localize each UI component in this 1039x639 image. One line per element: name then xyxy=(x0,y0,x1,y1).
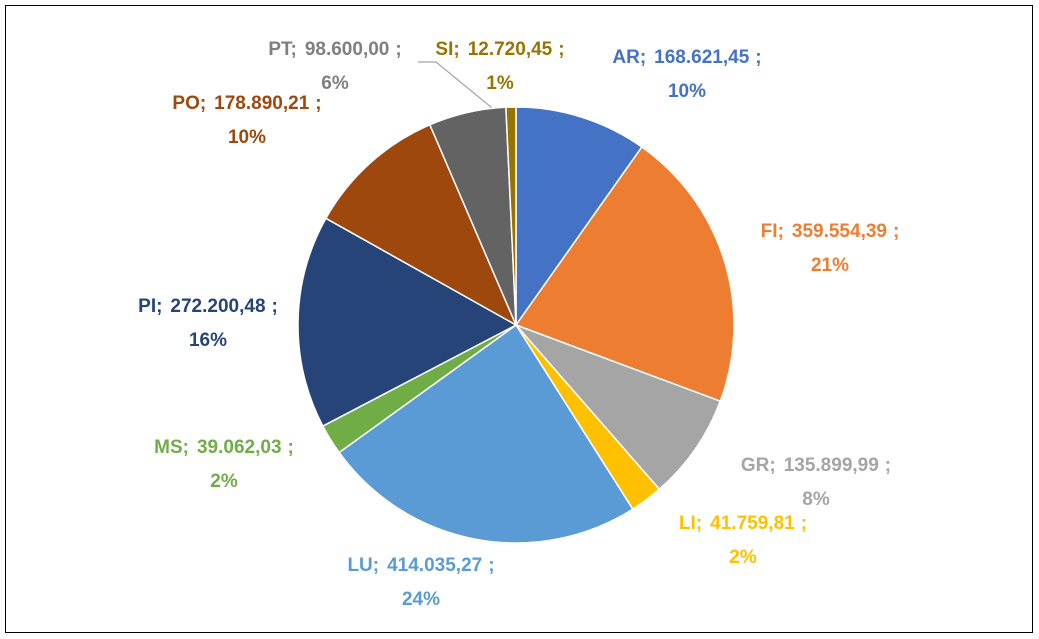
category-name: MS xyxy=(154,437,183,458)
category-name: GR xyxy=(741,455,770,476)
separator: ; xyxy=(288,437,294,458)
pie-slice xyxy=(338,323,634,544)
percent-label: 2% xyxy=(729,547,757,568)
value-label: 168.621,45 xyxy=(654,47,750,68)
separator: ; xyxy=(640,47,646,68)
data-label: FI; 359.554,39; xyxy=(761,221,900,242)
data-label: AR; 168.621,45; xyxy=(612,47,761,68)
percent-label: 10% xyxy=(228,127,266,148)
percent-label: 16% xyxy=(189,330,227,351)
separator: ; xyxy=(453,39,459,60)
separator: ; xyxy=(893,221,899,242)
percent-label: 1% xyxy=(486,73,514,94)
value-label: 41.759,81 xyxy=(710,513,795,534)
pie-slice xyxy=(515,106,643,328)
value-label: 272.200,48 xyxy=(170,296,265,317)
pie-slice xyxy=(297,217,518,428)
value-label: 135.899,99 xyxy=(784,455,879,476)
separator: ; xyxy=(488,555,494,576)
separator: ; xyxy=(778,221,784,242)
separator: ; xyxy=(395,39,401,60)
separator: ; xyxy=(769,455,775,476)
percent-label: 2% xyxy=(210,471,238,492)
percent-label: 24% xyxy=(402,589,440,610)
percent-label: 6% xyxy=(321,73,349,94)
pie-slice xyxy=(505,106,517,326)
category-name: FI xyxy=(761,221,778,242)
data-label: GR; 135.899,99; xyxy=(741,455,891,476)
value-label: 98.600,00 xyxy=(305,39,390,60)
leader-line xyxy=(418,61,498,113)
separator: ; xyxy=(885,455,891,476)
category-name: AR xyxy=(612,47,640,68)
percent-label: 21% xyxy=(811,255,849,276)
separator: ; xyxy=(558,39,564,60)
separator: ; xyxy=(272,296,278,317)
category-name: PT xyxy=(268,39,293,60)
category-name: LI xyxy=(679,513,696,534)
category-name: SI xyxy=(435,39,453,60)
percent-label: 10% xyxy=(668,81,706,102)
separator: ; xyxy=(696,513,702,534)
data-label: MS; 39.062,03; xyxy=(154,437,294,458)
value-label: 12.720,45 xyxy=(468,39,553,60)
separator: ; xyxy=(755,47,761,68)
value-label: 359.554,39 xyxy=(792,221,887,242)
data-label: PI; 272.200,48; xyxy=(138,296,278,317)
separator: ; xyxy=(291,39,297,60)
separator: ; xyxy=(315,93,321,114)
data-label: PO; 178.890,21; xyxy=(172,93,321,114)
pie-slice xyxy=(514,145,735,403)
pie-slice xyxy=(515,324,722,491)
value-label: 414.035,27 xyxy=(387,555,482,576)
separator: ; xyxy=(156,296,162,317)
category-name: LU xyxy=(347,555,372,576)
value-label: 39.062,03 xyxy=(197,437,282,458)
separator: ; xyxy=(200,93,206,114)
separator: ; xyxy=(183,437,189,458)
category-name: PI xyxy=(138,296,156,317)
data-label: SI; 12.720,45; xyxy=(435,39,564,60)
category-name: PO xyxy=(172,93,199,114)
data-label: LI; 41.759,81; xyxy=(679,513,807,534)
separator: ; xyxy=(373,555,379,576)
percent-label: 8% xyxy=(802,489,830,510)
value-label: 178.890,21 xyxy=(214,93,310,114)
data-label: PT; 98.600,00; xyxy=(268,39,401,60)
data-label: LU; 414.035,27; xyxy=(347,555,494,576)
separator: ; xyxy=(801,513,807,534)
pie-slice xyxy=(324,123,518,327)
